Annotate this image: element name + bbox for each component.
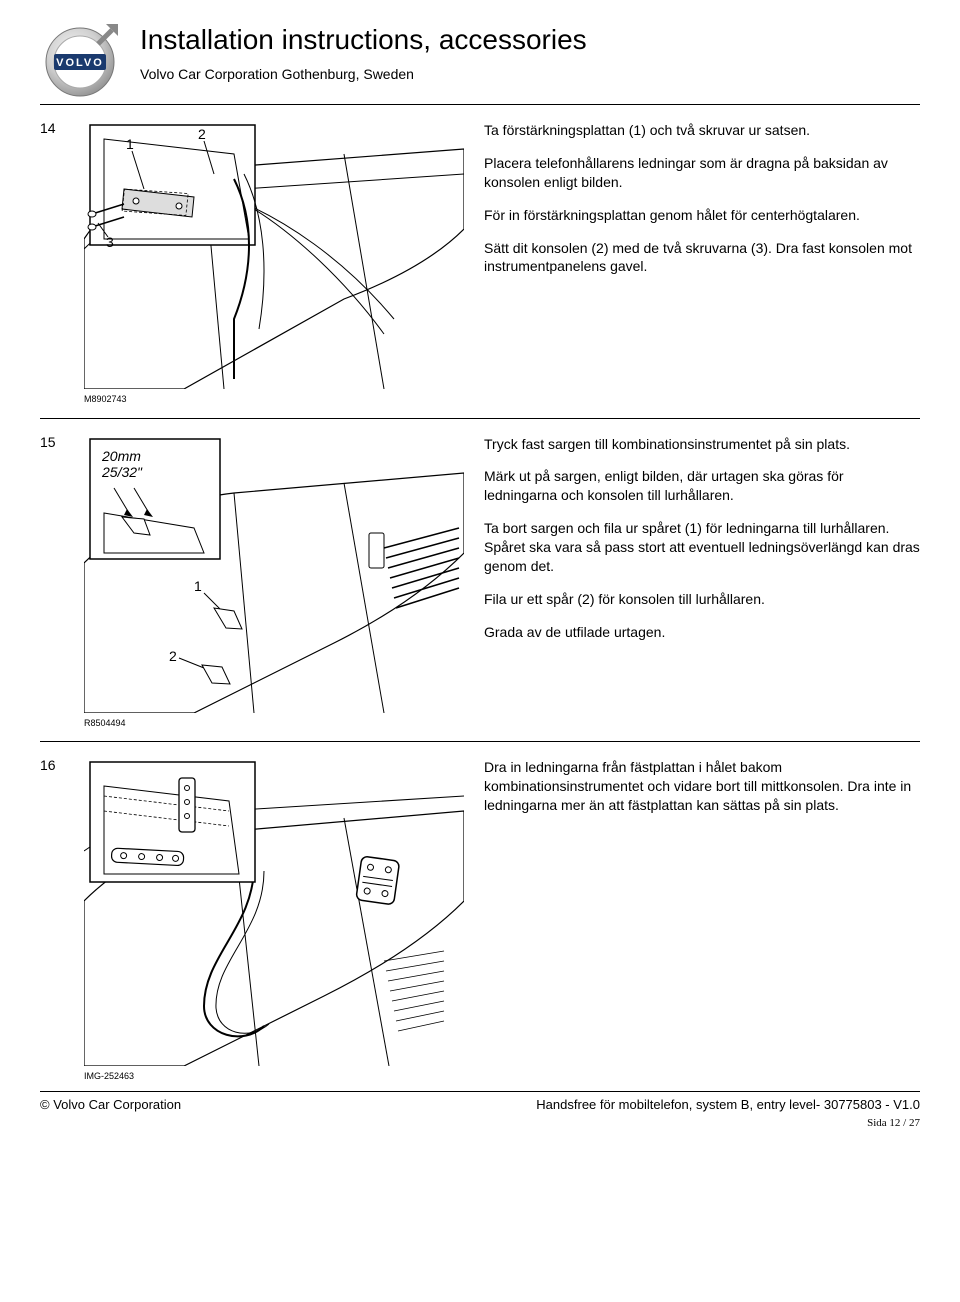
step-number: 14 [40, 119, 64, 139]
svg-text:25/32": 25/32" [101, 464, 143, 480]
svg-text:2: 2 [169, 648, 177, 664]
step-number: 15 [40, 433, 64, 453]
doc-title: Installation instructions, accessories [140, 20, 587, 59]
step-15-p1: Tryck fast sargen till kombinationsinstr… [484, 435, 920, 454]
step-15-text: Tryck fast sargen till kombinationsinstr… [484, 433, 920, 656]
step-16-img-code: IMG-252463 [84, 1070, 920, 1083]
volvo-logo: VOLVO [40, 20, 120, 100]
step-15-p3: Ta bort sargen och fila ur spåret (1) fö… [484, 519, 920, 576]
step-15: 15 2 [40, 433, 920, 713]
step-15-p5: Grada av de utfilade urtagen. [484, 623, 920, 642]
step-14-illustration: 1 2 3 [84, 119, 464, 389]
step-14: 14 [40, 119, 920, 389]
step-15-img-code: R8504494 [84, 717, 920, 730]
step-divider [40, 741, 920, 742]
step-16-text: Dra in ledningarna från fästplattan i hå… [484, 756, 920, 829]
step-14-text: Ta förstärkningsplattan (1) och två skru… [484, 119, 920, 290]
svg-text:1: 1 [126, 136, 134, 152]
step-15-p4: Fila ur ett spår (2) för konsolen till l… [484, 590, 920, 609]
step-14-p1: Ta förstärkningsplattan (1) och två skru… [484, 121, 920, 140]
step-14-p3: För in förstärkningsplattan genom hålet … [484, 206, 920, 225]
step-15-illustration: 20mm 25/32" 1 2 [84, 433, 464, 713]
step-14-p4: Sätt dit konsolen (2) med de två skruvar… [484, 239, 920, 277]
step-15-p2: Märk ut på sargen, enligt bilden, där ur… [484, 467, 920, 505]
header-divider [40, 104, 920, 105]
svg-text:VOLVO: VOLVO [56, 57, 104, 69]
step-number: 16 [40, 756, 64, 776]
footer-left: © Volvo Car Corporation [40, 1096, 181, 1114]
step-divider [40, 418, 920, 419]
svg-text:20mm: 20mm [101, 448, 141, 464]
page-number: Sida 12 / 27 [40, 1116, 920, 1131]
svg-text:1: 1 [194, 578, 202, 594]
svg-text:3: 3 [106, 234, 114, 250]
step-14-p2: Placera telefonhållarens ledningar som ä… [484, 154, 920, 192]
step-16-p1: Dra in ledningarna från fästplattan i hå… [484, 758, 920, 815]
step-14-img-code: M8902743 [84, 393, 920, 406]
page-footer: © Volvo Car Corporation Handsfree för mo… [40, 1091, 920, 1114]
document-header: VOLVO Installation instructions, accesso… [40, 20, 920, 100]
step-16: 16 [40, 756, 920, 1066]
footer-right: Handsfree för mobiltelefon, system B, en… [536, 1096, 920, 1114]
svg-text:2: 2 [198, 126, 206, 142]
step-16-illustration [84, 756, 464, 1066]
doc-subtitle: Volvo Car Corporation Gothenburg, Sweden [140, 65, 587, 85]
